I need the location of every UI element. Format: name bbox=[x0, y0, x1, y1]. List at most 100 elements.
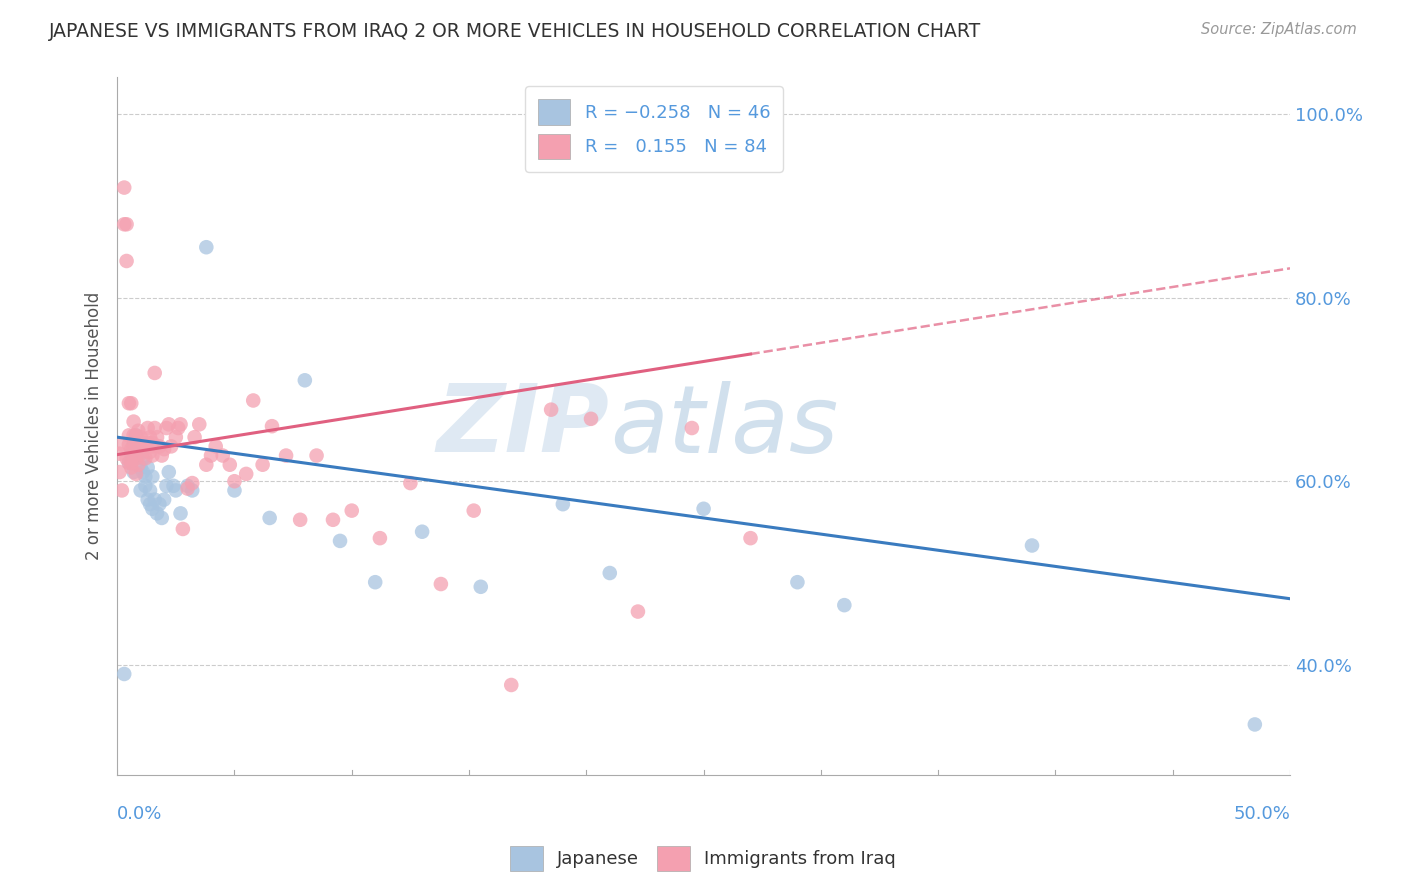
Point bbox=[463, 503, 485, 517]
Point bbox=[195, 240, 218, 254]
Point bbox=[274, 449, 297, 463]
Point bbox=[155, 421, 177, 435]
Point bbox=[599, 566, 621, 580]
Point bbox=[136, 435, 159, 450]
Point bbox=[176, 479, 198, 493]
Point bbox=[129, 460, 152, 475]
Point bbox=[211, 449, 233, 463]
Point bbox=[165, 430, 187, 444]
Point bbox=[129, 447, 152, 461]
Point bbox=[139, 445, 162, 459]
Point bbox=[146, 430, 169, 444]
Point bbox=[136, 492, 159, 507]
Point bbox=[551, 497, 574, 511]
Point bbox=[143, 492, 166, 507]
Point bbox=[200, 449, 222, 463]
Point bbox=[120, 447, 142, 461]
Point bbox=[305, 449, 328, 463]
Point bbox=[132, 435, 155, 450]
Point bbox=[167, 421, 190, 435]
Point bbox=[148, 497, 170, 511]
Point bbox=[125, 451, 148, 466]
Point bbox=[153, 442, 176, 457]
Point bbox=[181, 483, 204, 498]
Point bbox=[120, 460, 142, 475]
Point bbox=[112, 180, 135, 194]
Point bbox=[132, 442, 155, 457]
Point bbox=[122, 428, 145, 442]
Point bbox=[259, 511, 281, 525]
Point bbox=[169, 507, 191, 521]
Point bbox=[169, 417, 191, 432]
Point bbox=[411, 524, 433, 539]
Point bbox=[125, 439, 148, 453]
Point bbox=[111, 437, 134, 451]
Point bbox=[139, 430, 162, 444]
Point bbox=[125, 467, 148, 481]
Point bbox=[141, 435, 163, 450]
Point bbox=[235, 467, 257, 481]
Text: JAPANESE VS IMMIGRANTS FROM IRAQ 2 OR MORE VEHICLES IN HOUSEHOLD CORRELATION CHA: JAPANESE VS IMMIGRANTS FROM IRAQ 2 OR MO… bbox=[49, 22, 981, 41]
Point bbox=[129, 430, 152, 444]
Point bbox=[127, 424, 149, 438]
Point bbox=[129, 483, 152, 498]
Point bbox=[155, 479, 177, 493]
Point bbox=[118, 456, 141, 470]
Point bbox=[136, 460, 159, 475]
Point bbox=[118, 456, 141, 470]
Point bbox=[134, 451, 156, 466]
Point bbox=[143, 421, 166, 435]
Point bbox=[112, 667, 135, 681]
Point bbox=[120, 396, 142, 410]
Point bbox=[125, 428, 148, 442]
Point bbox=[399, 476, 422, 491]
Point bbox=[127, 439, 149, 453]
Point bbox=[681, 421, 703, 435]
Point bbox=[501, 678, 523, 692]
Point bbox=[132, 451, 155, 466]
Point bbox=[132, 465, 155, 479]
Point bbox=[129, 435, 152, 450]
Point bbox=[786, 575, 808, 590]
Point bbox=[146, 507, 169, 521]
Point bbox=[139, 497, 162, 511]
Point bbox=[141, 439, 163, 453]
Point bbox=[176, 482, 198, 496]
Point bbox=[224, 475, 246, 489]
Point bbox=[242, 393, 264, 408]
Point bbox=[108, 447, 131, 461]
Point bbox=[118, 437, 141, 451]
Point bbox=[183, 430, 205, 444]
Point bbox=[127, 447, 149, 461]
Point bbox=[136, 421, 159, 435]
Point bbox=[188, 417, 211, 432]
Point bbox=[122, 442, 145, 457]
Text: ZIP: ZIP bbox=[437, 380, 610, 472]
Point bbox=[172, 522, 194, 536]
Point bbox=[470, 580, 492, 594]
Point bbox=[1021, 539, 1043, 553]
Point bbox=[165, 483, 187, 498]
Point bbox=[148, 439, 170, 453]
Point bbox=[141, 501, 163, 516]
Point bbox=[252, 458, 274, 472]
Point bbox=[150, 449, 173, 463]
Point bbox=[162, 479, 184, 493]
Point bbox=[627, 605, 650, 619]
Point bbox=[288, 513, 311, 527]
Point bbox=[122, 449, 145, 463]
Point bbox=[125, 428, 148, 442]
Legend: R = −0.258   N = 46, R =   0.155   N = 84: R = −0.258 N = 46, R = 0.155 N = 84 bbox=[524, 87, 783, 172]
Point bbox=[122, 437, 145, 451]
Point bbox=[195, 458, 218, 472]
Point bbox=[120, 456, 142, 470]
Point bbox=[127, 458, 149, 472]
Point bbox=[115, 217, 138, 231]
Point bbox=[834, 598, 856, 612]
Point bbox=[120, 442, 142, 457]
Point bbox=[118, 428, 141, 442]
Point bbox=[368, 531, 391, 545]
Point bbox=[224, 483, 246, 498]
Point bbox=[218, 458, 240, 472]
Point bbox=[134, 469, 156, 483]
